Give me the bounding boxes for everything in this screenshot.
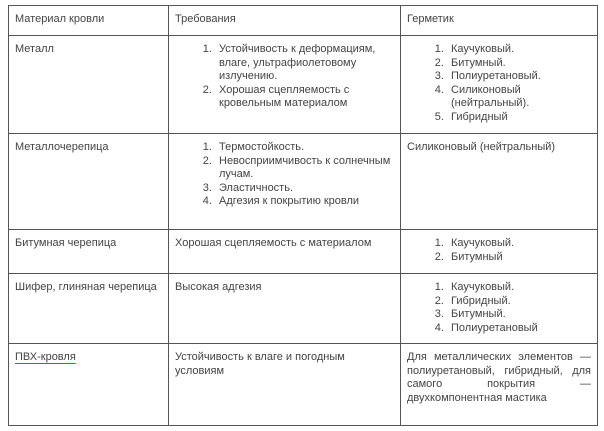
- requirements-cell: Термостойкость. Невосприимчивость к солн…: [168, 133, 401, 230]
- sealant-cell: Для металлических элементов — полиуретан…: [400, 343, 598, 426]
- material-cell: Металл: [8, 35, 169, 134]
- sealant-cell: Каучуковый. Битумный: [400, 229, 598, 274]
- sealant-list: Каучуковый. Битумный. Полиуретановый. Си…: [407, 43, 591, 124]
- table-row: ПВХ-кровля Устойчивость к влаге и погодн…: [8, 343, 598, 426]
- header-requirements: Требования: [168, 5, 401, 36]
- sealant-list: Каучуковый. Гибридный. Битумный. Полиуре…: [407, 281, 591, 335]
- sealant-cell: Каучуковый. Гибридный. Битумный. Полиуре…: [400, 273, 598, 344]
- list-item: Термостойкость.: [215, 141, 394, 155]
- list-item: Эластичность.: [215, 182, 394, 196]
- list-item: Полиуретановый.: [447, 70, 591, 84]
- material-spellcheck-text: ПВХ-кровля: [15, 351, 76, 363]
- list-item: Каучуковый.: [447, 43, 591, 57]
- requirements-cell: Хорошая сцепляемость с материалом: [168, 229, 401, 274]
- header-sealant: Герметик: [400, 5, 598, 36]
- table-row: Металл Устойчивость к деформациям, влаге…: [8, 35, 598, 134]
- list-item: Гибридный: [447, 111, 591, 125]
- list-item: Устойчивость к деформациям, влаге, ультр…: [215, 43, 394, 84]
- list-item: Адгезия к покрытию кровли: [215, 195, 394, 209]
- sealant-cell: Силиконовый (нейтральный): [400, 133, 598, 230]
- table-row: Шифер, глиняная черепица Высокая адгезия…: [8, 273, 598, 344]
- list-item: Силиконовый (нейтральный).: [447, 84, 591, 111]
- requirements-list: Устойчивость к деформациям, влаге, ультр…: [175, 43, 394, 111]
- table-row: Битумная черепица Хорошая сцепляемость с…: [8, 229, 598, 274]
- sealant-list: Каучуковый. Битумный: [407, 237, 591, 264]
- list-item: Битумный: [447, 251, 591, 265]
- material-cell: ПВХ-кровля: [8, 343, 169, 426]
- table-row: Металлочерепица Термостойкость. Невоспри…: [8, 133, 598, 230]
- material-cell: Битумная черепица: [8, 229, 169, 274]
- list-item: Хорошая сцепляемость с кровельным матери…: [215, 84, 394, 111]
- list-item: Битумный.: [447, 308, 591, 322]
- header-material: Материал кровли: [8, 5, 169, 36]
- material-cell: Металлочерепица: [8, 133, 169, 230]
- list-item: Гибридный.: [447, 295, 591, 309]
- requirements-cell: Высокая адгезия: [168, 273, 401, 344]
- requirements-list: Термостойкость. Невосприимчивость к солн…: [175, 141, 394, 209]
- roof-sealant-table: Материал кровли Требования Герметик Мета…: [8, 5, 598, 426]
- list-item: Невосприимчивость к солнечным лучам.: [215, 155, 394, 182]
- header-row: Материал кровли Требования Герметик: [8, 5, 598, 36]
- list-item: Каучуковый.: [447, 237, 591, 251]
- list-item: Полиуретановый: [447, 322, 591, 336]
- requirements-cell: Устойчивость к влаге и погодным условиям: [168, 343, 401, 426]
- requirements-cell: Устойчивость к деформациям, влаге, ультр…: [168, 35, 401, 134]
- list-item: Каучуковый.: [447, 281, 591, 295]
- material-cell: Шифер, глиняная черепица: [8, 273, 169, 344]
- list-item: Битумный.: [447, 57, 591, 71]
- sealant-cell: Каучуковый. Битумный. Полиуретановый. Си…: [400, 35, 598, 134]
